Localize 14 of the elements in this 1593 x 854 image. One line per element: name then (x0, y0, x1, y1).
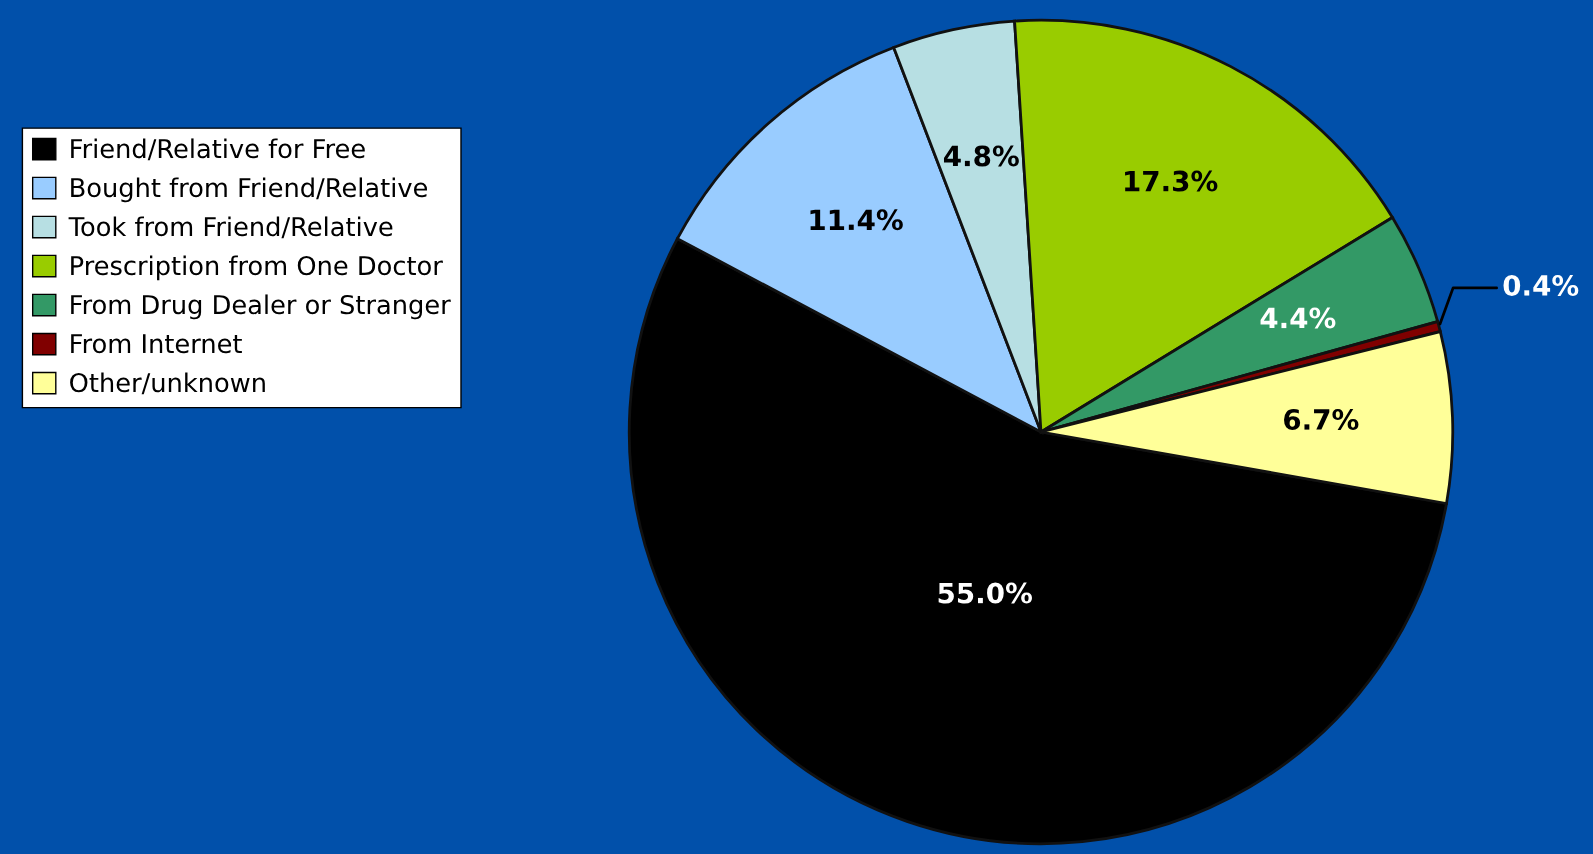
data-label: 4.4% (1260, 307, 1336, 329)
legend-label: From Drug Dealer or Stranger (71, 294, 451, 320)
legend-label: From Internet (71, 334, 242, 354)
legend-label: Prescription from One Doctor (71, 255, 443, 281)
legend-label: Other/unknown (70, 372, 265, 395)
data-label: 55.0% (938, 582, 1032, 604)
data-label: 0.4% (1503, 274, 1579, 296)
data-label: 17.3% (1125, 170, 1218, 192)
data-label: 11.4% (810, 209, 903, 231)
legend-label: Friend/Relative for Free (71, 138, 365, 161)
legend-label: Took from Friend/Relative (68, 216, 393, 239)
data-label: 4.8% (943, 145, 1019, 167)
data-label: 6.7% (1284, 408, 1359, 430)
legend-label: Bought from Friend/Relative (71, 177, 427, 203)
